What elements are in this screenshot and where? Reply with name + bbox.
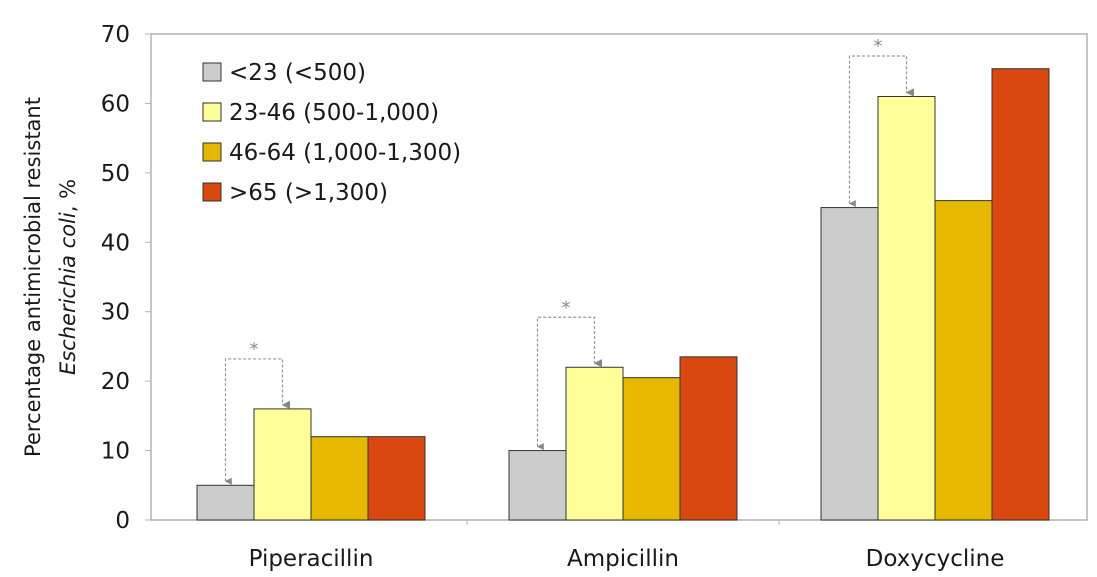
y-axis-title-line1: Percentage antimicrobial resistant — [21, 97, 45, 457]
significance-bracket — [224, 358, 291, 482]
bars — [196, 68, 1050, 521]
y-tick-label: 60 — [101, 91, 130, 117]
x-axis-labels: Piperacillin Ampicillin Doxycycline — [249, 520, 1005, 572]
y-tick-label: 40 — [101, 230, 130, 256]
bar — [565, 366, 624, 521]
y-tick-label: 0 — [115, 508, 130, 534]
significance-star: * — [874, 36, 883, 57]
x-category-label: Ampicillin — [567, 546, 679, 572]
y-tick-label: 50 — [101, 161, 130, 187]
significance-bracket — [848, 55, 915, 204]
y-axis-ticks: 0 10 20 30 40 50 60 70 — [101, 22, 151, 534]
y-axis-title-italic: Escherichia coli — [56, 212, 80, 375]
bar — [310, 436, 369, 521]
y-tick-label: 20 — [101, 369, 130, 395]
bar — [253, 408, 312, 521]
legend-swatch — [202, 62, 222, 82]
legend-swatch — [202, 142, 222, 162]
significance-annotations: * * * — [224, 36, 915, 485]
legend-label: 46-64 (1,000-1,300) — [229, 140, 461, 166]
legend-label: >65 (>1,300) — [229, 180, 388, 206]
y-tick-label: 30 — [101, 300, 130, 326]
x-category-label: Piperacillin — [249, 546, 374, 572]
bar — [622, 377, 681, 521]
bar — [991, 68, 1050, 521]
legend-label: 23-46 (500-1,000) — [229, 100, 439, 126]
legend-swatch — [202, 102, 222, 122]
significance-star: * — [562, 297, 571, 318]
y-axis-title-line2: Escherichia coli, % — [56, 179, 80, 375]
y-tick-label: 10 — [101, 439, 130, 465]
legend-label: <23 (<500) — [229, 60, 366, 86]
y-axis-title-suffix: , % — [56, 179, 80, 212]
x-category-label: Doxycycline — [866, 546, 1005, 572]
y-tick-label: 70 — [101, 22, 130, 48]
bar — [877, 95, 936, 521]
legend-swatch — [202, 182, 222, 202]
bar — [679, 356, 738, 521]
y-axis-title: Percentage antimicrobial resistant Esche… — [21, 97, 80, 457]
bar — [367, 436, 426, 521]
bar — [820, 207, 879, 521]
bar — [196, 484, 255, 521]
legend: <23 (<500) 23-46 (500-1,000) 46-64 (1,000-… — [202, 60, 461, 206]
significance-star: * — [250, 339, 259, 360]
significance-bracket — [536, 316, 603, 447]
bar — [934, 200, 993, 521]
bar — [508, 450, 567, 521]
